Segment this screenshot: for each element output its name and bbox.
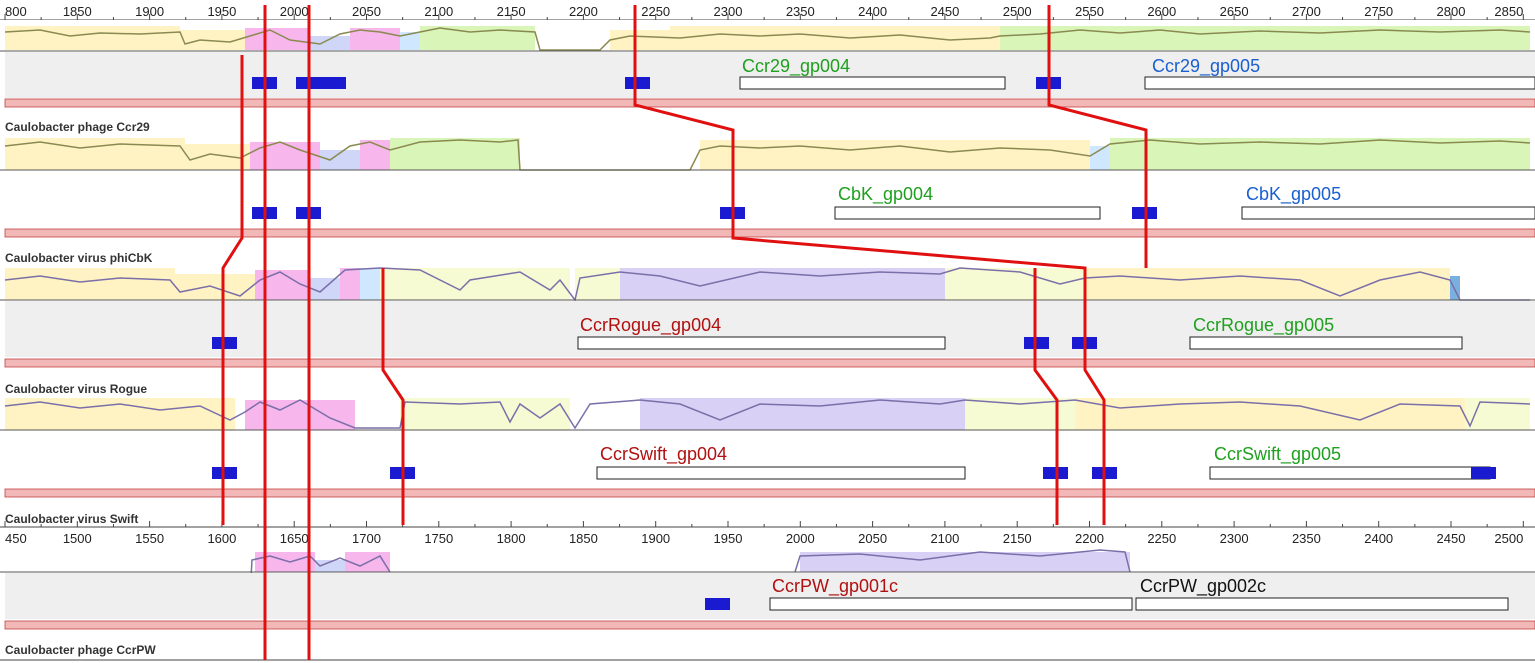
blue-block-icon: [1471, 467, 1496, 479]
bottom-axis-tick-label: 1800: [497, 531, 526, 546]
top-axis-tick-label: 1950: [207, 4, 236, 19]
top-axis-tick-label: 2800: [1437, 4, 1466, 19]
top-axis-tick-label: 2500: [1003, 4, 1032, 19]
bottom-axis-tick-label: 2500: [1494, 531, 1523, 546]
bottom-axis-tick-label: 1550: [135, 531, 164, 546]
bottom-axis-tick-label: 2100: [930, 531, 959, 546]
bottom-axis-tick-label: 1500: [63, 531, 92, 546]
bottom-axis-tick-label: 2150: [1003, 531, 1032, 546]
bottom-axis-tick-label: 1700: [352, 531, 381, 546]
connector-line: [381, 268, 405, 525]
top-axis-tick-label: 2350: [786, 4, 815, 19]
top-axis-tick-label: 2050: [352, 4, 381, 19]
top-axis-tick-label: 2850: [1494, 4, 1523, 19]
track-name-swift: Caulobacter virus Swift: [5, 512, 138, 526]
blue-block-icon: [296, 77, 346, 89]
bottom-axis-tick-label: 2400: [1364, 531, 1393, 546]
top-axis-tick-label: 2600: [1147, 4, 1176, 19]
bottom-axis-tick-label: 1900: [641, 531, 670, 546]
bottom-axis-tick-label: 2000: [786, 531, 815, 546]
gene-label-ccr29-gp005: Ccr29_gp005: [1152, 56, 1260, 77]
bottom-axis-tick-label: 2300: [1220, 531, 1249, 546]
track-phicbk: CbK_gp004 CbK_gp005 Caulobacter virus ph…: [0, 138, 1535, 265]
top-axis-tick-label: 2300: [714, 4, 743, 19]
top-axis-tick-label: 1900: [135, 4, 164, 19]
top-axis-tick-label: 2250: [641, 4, 670, 19]
bottom-axis-tick-label: 2200: [1075, 531, 1104, 546]
homology-connectors: [221, 5, 1148, 660]
track-rogue: CcrRogue_gp004 CcrRogue_gp005 Caulobacte…: [0, 267, 1535, 396]
track-name-ccrpw: Caulobacter phage CcrPW: [5, 643, 156, 657]
connector-line: [633, 5, 1106, 525]
bottom-axis: 450 1500 1550 1600 1650 1700 1750 1800 1850 1900 1…: [0, 521, 1535, 546]
bottom-axis-tick-label: 1850: [569, 531, 598, 546]
blue-block-icon: [705, 598, 730, 610]
bottom-axis-tick-label: 1750: [424, 531, 453, 546]
gene-label-rogue-gp005: CcrRogue_gp005: [1193, 315, 1334, 336]
bottom-axis-tick-label: 2050: [858, 531, 887, 546]
track-ccr29: Ccr29_gp004 Ccr29_gp005 Caulobacter phag…: [0, 20, 1535, 134]
top-axis-tick-label: 800: [5, 4, 27, 19]
top-axis-tick-label: 2450: [930, 4, 959, 19]
top-axis-tick-label: 2400: [858, 4, 887, 19]
bottom-axis-tick-label: 1950: [714, 531, 743, 546]
blue-block-icon: [625, 77, 650, 89]
bottom-axis-tick-label: 2250: [1147, 531, 1176, 546]
connector-line: [1047, 5, 1148, 268]
bottom-axis-tick-label: 1650: [280, 531, 309, 546]
top-axis: 800 1850 1900 1950 2000 2050 2100 2150 2200 2250 2…: [0, 4, 1535, 21]
gene-label-rogue-gp004: CcrRogue_gp004: [580, 315, 721, 336]
gene-label-swift-gp004: CcrSwift_gp004: [600, 444, 727, 465]
top-axis-tick-label: 2150: [497, 4, 526, 19]
gene-label-cbk-gp004: CbK_gp004: [838, 184, 933, 205]
track-name-ccr29: Caulobacter phage Ccr29: [5, 120, 150, 134]
top-axis-tick-label: 2100: [424, 4, 453, 19]
gene-label-swift-gp005: CcrSwift_gp005: [1214, 444, 1341, 465]
top-axis-tick-label: 2200: [569, 4, 598, 19]
bottom-axis-tick-label: 2350: [1292, 531, 1321, 546]
top-axis-tick-label: 2550: [1075, 4, 1104, 19]
track-ccrpw: CcrPW_gp001c CcrPW_gp002c Caulobacter ph…: [0, 549, 1535, 661]
bottom-axis-tick-label: 1600: [207, 531, 236, 546]
track-name-rogue: Caulobacter virus Rogue: [5, 382, 147, 396]
top-axis-tick-label: 2000: [280, 4, 309, 19]
gene-label-ccrpw-gp002c: CcrPW_gp002c: [1140, 576, 1266, 597]
gene-label-ccr29-gp004: Ccr29_gp004: [742, 56, 850, 77]
top-axis-tick-label: 2700: [1292, 4, 1321, 19]
top-axis-tick-label: 2650: [1220, 4, 1249, 19]
track-swift: CcrSwift_gp004 CcrSwift_gp005 Caulobacte…: [0, 398, 1535, 526]
gene-label-cbk-gp005: CbK_gp005: [1246, 184, 1341, 205]
bottom-axis-tick-label: 2450: [1437, 531, 1466, 546]
top-axis-tick-label: 1850: [63, 4, 92, 19]
gene-label-ccrpw-gp001c: CcrPW_gp001c: [772, 576, 898, 597]
top-axis-tick-label: 2750: [1364, 4, 1393, 19]
connector-line: [1033, 268, 1059, 525]
bottom-axis-tick-label: 450: [5, 531, 27, 546]
connector-line: [221, 55, 244, 525]
track-name-phicbk: Caulobacter virus phiCbK: [5, 251, 153, 265]
